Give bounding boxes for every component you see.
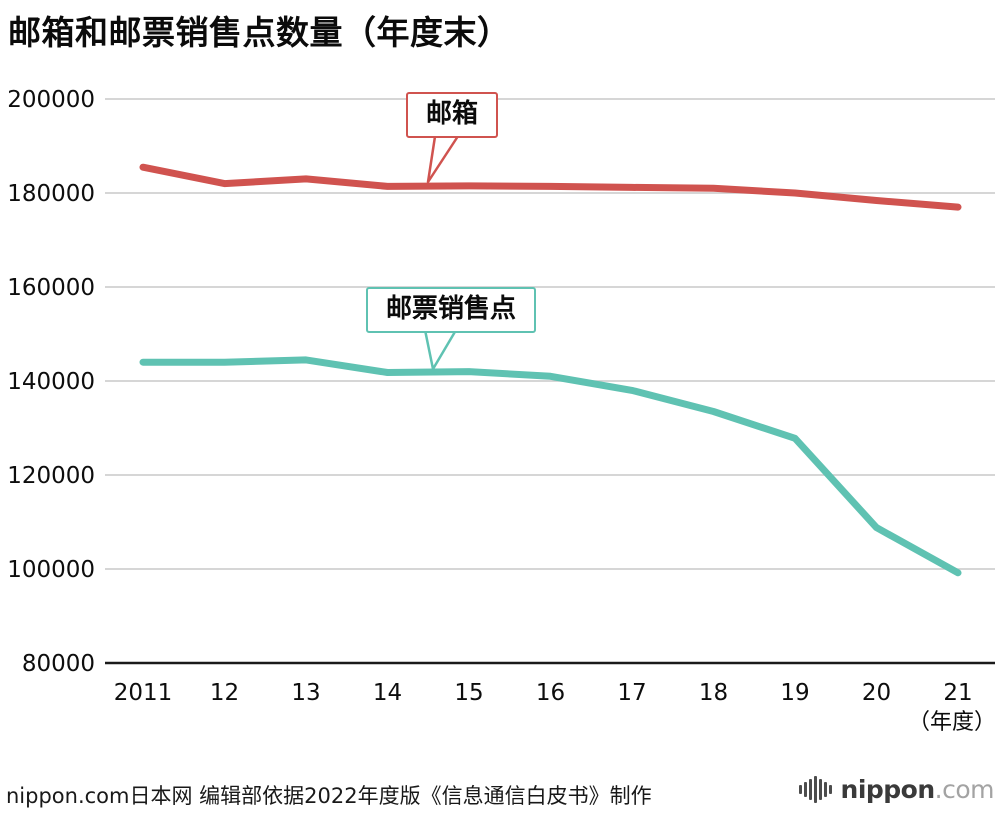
y-tick-label: 140000 <box>7 369 95 395</box>
series-line-0 <box>139 163 962 211</box>
x-tick-label: 16 <box>536 680 565 706</box>
x-tick-label: 18 <box>699 680 728 706</box>
x-axis-unit-label: （年度） <box>907 710 996 735</box>
logo-text-com: .com <box>934 774 995 804</box>
annotation-stamp-outlets: 邮票销售点 <box>366 287 537 333</box>
x-tick-label: 2011 <box>114 680 173 706</box>
x-tick-label: 14 <box>373 680 402 706</box>
logo-text-nippon: nippon <box>840 774 936 804</box>
logo-wordmark: nippon.com <box>840 774 995 804</box>
x-tick-label: 17 <box>617 680 646 706</box>
y-tick-label: 80000 <box>22 651 95 677</box>
y-tick-label: 100000 <box>7 557 95 583</box>
y-tick-label: 160000 <box>7 275 95 301</box>
x-tick-label: 13 <box>291 680 320 706</box>
y-tick-label: 200000 <box>7 87 95 113</box>
y-tick-label: 120000 <box>7 463 95 489</box>
series-line-1 <box>139 356 962 577</box>
y-tick-label: 180000 <box>7 181 95 207</box>
x-tick-label: 21 <box>943 680 972 706</box>
x-tick-label: 19 <box>780 680 809 706</box>
annotation-mailbox: 邮箱 <box>406 92 499 138</box>
x-tick-label: 15 <box>454 680 483 706</box>
x-tick-label: 20 <box>862 680 891 706</box>
x-tick-label: 12 <box>210 680 239 706</box>
source-credit: nippon.com日本网 编辑部依据2022年度版《信息通信白皮书》制作 <box>6 784 652 808</box>
page-title: 邮箱和邮票销售点数量（年度末） <box>8 13 511 52</box>
soundwave-bars-icon <box>798 774 832 804</box>
nippon-logo: nippon.com <box>798 770 995 808</box>
